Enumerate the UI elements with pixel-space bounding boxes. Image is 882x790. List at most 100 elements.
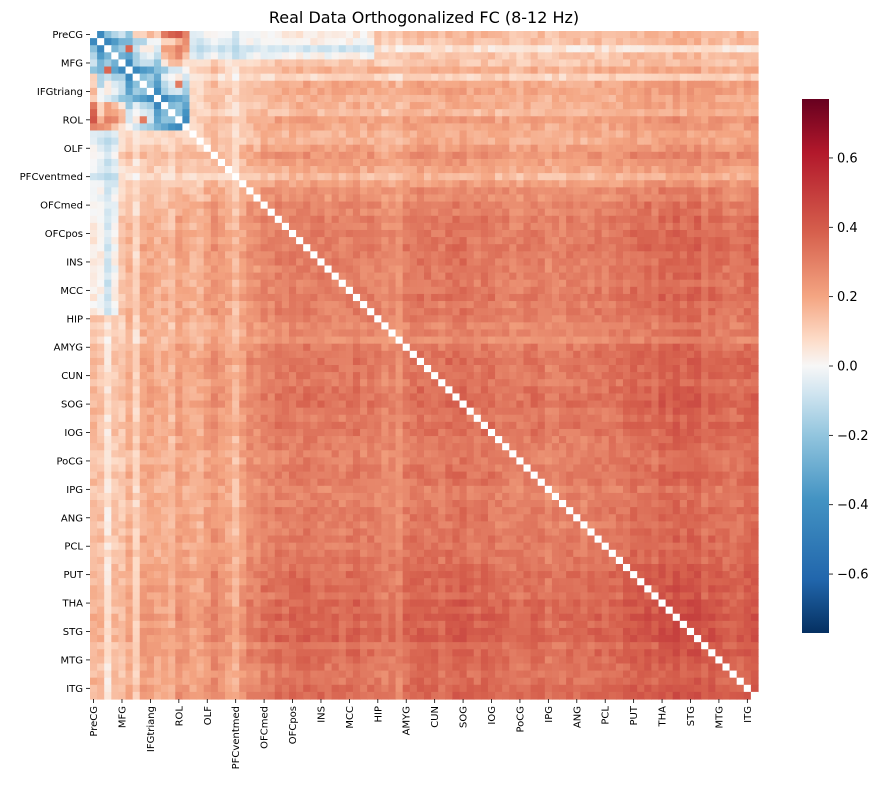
heatmap-cell [487, 386, 496, 395]
heatmap-cell [637, 265, 645, 274]
heatmap-cell [743, 137, 752, 146]
heatmap-cell [701, 73, 709, 82]
heatmap-cell [487, 130, 496, 139]
heatmap-cell [381, 322, 390, 331]
heatmap-cell [459, 258, 468, 267]
heatmap-cell [651, 222, 660, 231]
heatmap-cell [551, 80, 560, 89]
heatmap-cell [267, 215, 276, 224]
heatmap-cell [523, 237, 532, 245]
heatmap-cell [473, 173, 482, 181]
heatmap-cell [239, 372, 247, 380]
heatmap-cell [566, 208, 574, 217]
heatmap-cell [608, 357, 617, 366]
heatmap-cell [182, 208, 191, 217]
heatmap-cell [637, 322, 645, 331]
heatmap-cell [544, 315, 553, 323]
heatmap-cell [679, 66, 688, 75]
heatmap-cell [225, 187, 233, 196]
heatmap-cell [701, 208, 709, 217]
heatmap-cell [118, 301, 127, 309]
heatmap-cell [637, 315, 645, 323]
heatmap-cell [551, 173, 560, 181]
heatmap-cell [296, 365, 304, 373]
heatmap-cell [331, 237, 340, 245]
heatmap-cell [395, 123, 404, 132]
heatmap-cell [239, 194, 247, 203]
heatmap-cell [630, 237, 638, 245]
heatmap-cell [452, 350, 461, 359]
heatmap-cell [288, 393, 297, 402]
heatmap-cell [146, 343, 155, 352]
heatmap-cell [331, 322, 340, 331]
heatmap-cell [438, 130, 446, 139]
heatmap-cell [97, 258, 105, 267]
heatmap-cell [168, 73, 176, 82]
heatmap-cell [743, 38, 752, 46]
heatmap-cell [559, 215, 567, 224]
heatmap-cell [679, 38, 688, 46]
heatmap-cell [345, 194, 354, 203]
heatmap-cell [296, 393, 304, 402]
heatmap-cell [480, 336, 489, 345]
heatmap-cell [708, 372, 716, 380]
heatmap-cell [694, 237, 702, 245]
heatmap-cell [608, 151, 617, 160]
heatmap-cell [360, 180, 368, 188]
heatmap-cell [317, 350, 326, 359]
heatmap-cell [686, 144, 695, 153]
heatmap-cell [736, 109, 745, 117]
heatmap-cell [225, 31, 233, 39]
heatmap-cell [701, 123, 709, 132]
heatmap-cell [544, 80, 553, 89]
heatmap-cell [473, 73, 482, 82]
heatmap-cell [722, 272, 731, 281]
heatmap-cell [125, 123, 134, 132]
heatmap-cell [537, 251, 546, 260]
heatmap-cell [516, 322, 525, 331]
heatmap-cell [608, 38, 617, 46]
heatmap-cell [480, 208, 489, 217]
heatmap-cell [431, 229, 439, 238]
heatmap-cell [395, 102, 404, 110]
heatmap-cell [381, 180, 390, 188]
heatmap-cell [715, 251, 724, 260]
heatmap-cell [118, 372, 127, 380]
heatmap-cell [246, 215, 255, 224]
heatmap-cell [580, 365, 589, 373]
heatmap-cell [487, 229, 496, 238]
heatmap-cell [367, 38, 375, 46]
heatmap-cell [303, 87, 311, 96]
heatmap-cell [679, 272, 688, 281]
heatmap-cell [395, 293, 404, 302]
heatmap-cell [622, 38, 631, 46]
heatmap-cell [729, 308, 738, 316]
heatmap-cell [388, 166, 397, 174]
heatmap-cell [352, 158, 361, 167]
heatmap-cell [594, 173, 603, 181]
heatmap-cell [90, 166, 98, 174]
heatmap-cell [175, 357, 183, 366]
heatmap-cell [601, 365, 610, 373]
heatmap-cell [303, 31, 311, 39]
heatmap-cell [217, 144, 226, 153]
heatmap-cell [651, 187, 660, 196]
heatmap-cell [615, 45, 624, 53]
heatmap-cell [438, 365, 446, 373]
heatmap-cell [203, 393, 212, 402]
heatmap-cell [594, 244, 603, 252]
heatmap-cell [665, 73, 674, 82]
heatmap-cell [239, 265, 247, 274]
heatmap-cell [395, 130, 404, 139]
heatmap-cell [644, 116, 653, 124]
heatmap-cell [466, 293, 475, 302]
heatmap-cell [90, 386, 98, 395]
heatmap-cell [601, 130, 610, 139]
heatmap-cell [260, 73, 269, 82]
heatmap-cell [466, 45, 475, 53]
heatmap-cell [473, 38, 482, 46]
heatmap-cell [729, 80, 738, 89]
heatmap-cell [622, 336, 631, 345]
heatmap-cell [317, 151, 326, 160]
heatmap-cell [466, 322, 475, 331]
